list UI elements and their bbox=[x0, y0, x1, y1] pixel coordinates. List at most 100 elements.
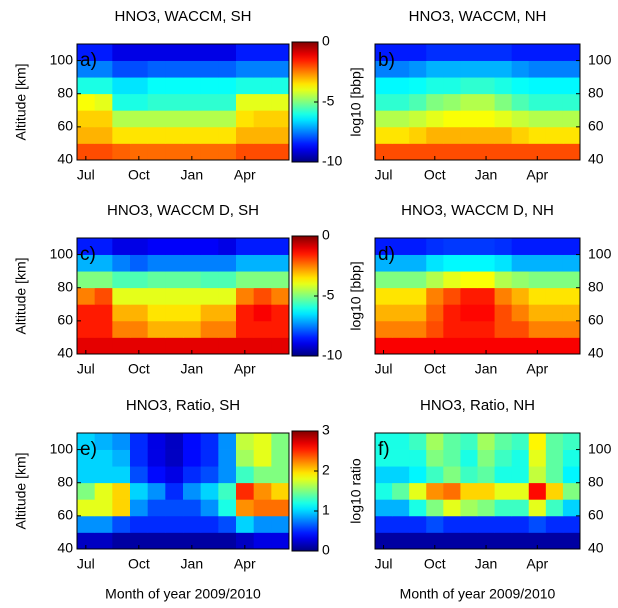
heat-cell bbox=[443, 271, 461, 289]
heat-cell bbox=[545, 532, 564, 550]
heat-cell bbox=[147, 532, 166, 550]
heat-cell bbox=[426, 433, 444, 450]
y-tick-label: 100 bbox=[588, 245, 612, 261]
heat-cell bbox=[130, 287, 149, 305]
heat-cell bbox=[545, 337, 564, 355]
heat-cell bbox=[477, 466, 495, 484]
heat-cell bbox=[409, 532, 427, 550]
heat-cell bbox=[271, 126, 290, 144]
heat-cell bbox=[477, 337, 495, 355]
heat-cell bbox=[562, 449, 581, 467]
y-tick-label: 80 bbox=[588, 473, 604, 489]
heat-cell bbox=[460, 44, 478, 61]
heat-cell bbox=[94, 287, 113, 305]
heat-cell bbox=[392, 532, 410, 550]
heat-cell bbox=[409, 110, 427, 128]
heat-cell bbox=[253, 287, 272, 305]
heat-cell bbox=[545, 77, 564, 95]
heat-cell bbox=[494, 93, 513, 111]
colorbar-label: log10 ratio bbox=[348, 458, 364, 524]
heat-cell bbox=[200, 44, 219, 61]
x-tick-label: Jan bbox=[181, 167, 204, 183]
heat-cell bbox=[494, 254, 513, 272]
heat-cell bbox=[236, 337, 255, 355]
heat-cell bbox=[130, 532, 149, 550]
heat-cell bbox=[147, 320, 166, 338]
heat-cell bbox=[562, 238, 581, 255]
heat-cell bbox=[409, 304, 427, 322]
heat-cell bbox=[112, 337, 131, 355]
heat-cell bbox=[218, 449, 237, 467]
heat-cell bbox=[147, 44, 166, 61]
heat-cell bbox=[147, 60, 166, 78]
heat-cell bbox=[375, 271, 393, 289]
y-tick-label: 100 bbox=[588, 51, 612, 67]
heat-cell bbox=[200, 433, 219, 450]
heat-cell bbox=[77, 126, 96, 144]
heat-cell bbox=[562, 482, 581, 500]
y-tick-label: 80 bbox=[57, 473, 73, 489]
heat-cell bbox=[511, 287, 530, 305]
heat-cell bbox=[392, 304, 410, 322]
heat-cell bbox=[494, 482, 513, 500]
heat-cell bbox=[183, 449, 202, 467]
heat-cell bbox=[511, 254, 530, 272]
heat-cell bbox=[147, 271, 166, 289]
y-tick-label: 100 bbox=[50, 245, 74, 261]
panel-label: c) bbox=[80, 244, 96, 265]
x-axis-label: Month of year 2009/2010 bbox=[105, 586, 261, 602]
heat-cell bbox=[130, 93, 149, 111]
heat-cell bbox=[477, 60, 495, 78]
heat-cell bbox=[165, 433, 184, 450]
heat-cell bbox=[443, 110, 461, 128]
heat-cell bbox=[77, 433, 96, 450]
y-tick-label: 40 bbox=[588, 151, 604, 167]
heat-cell bbox=[253, 93, 272, 111]
heat-cell bbox=[426, 254, 444, 272]
heat-cell bbox=[545, 254, 564, 272]
heat-cell bbox=[236, 482, 255, 500]
x-tick-label: Apr bbox=[234, 361, 256, 377]
y-tick-label: 60 bbox=[588, 507, 604, 523]
heat-cell bbox=[147, 238, 166, 255]
heat-cell bbox=[375, 287, 393, 305]
heat-cell bbox=[545, 466, 564, 484]
heat-cell bbox=[271, 515, 290, 533]
heat-cell bbox=[183, 60, 202, 78]
heat-cell bbox=[494, 532, 513, 550]
heat-cell bbox=[545, 271, 564, 289]
heat-cell bbox=[443, 304, 461, 322]
heat-cell bbox=[477, 77, 495, 95]
heat-cell bbox=[94, 515, 113, 533]
heat-cell bbox=[218, 532, 237, 550]
colorbar-tick-label: 0 bbox=[322, 542, 330, 558]
heat-cell bbox=[409, 449, 427, 467]
heat-cell bbox=[94, 126, 113, 144]
heat-cell bbox=[165, 532, 184, 550]
heat-cell bbox=[392, 449, 410, 467]
heat-cell bbox=[130, 320, 149, 338]
heat-cell bbox=[375, 126, 393, 144]
y-tick-label: 100 bbox=[50, 440, 74, 456]
heat-cell bbox=[218, 60, 237, 78]
heat-cell bbox=[112, 60, 131, 78]
heat-cell bbox=[165, 320, 184, 338]
x-tick-label: Jul bbox=[375, 167, 393, 183]
heat-cell bbox=[271, 337, 290, 355]
heat-cell bbox=[477, 143, 495, 161]
heat-cell bbox=[236, 60, 255, 78]
heat-cell bbox=[562, 337, 581, 355]
heat-cell bbox=[236, 532, 255, 550]
heat-cell bbox=[392, 433, 410, 450]
heat-cell bbox=[112, 77, 131, 95]
heat-cell bbox=[183, 110, 202, 128]
heat-cell bbox=[183, 254, 202, 272]
heat-cell bbox=[562, 271, 581, 289]
heat-cell bbox=[511, 466, 530, 484]
heat-cell bbox=[494, 304, 513, 322]
heat-cell bbox=[392, 77, 410, 95]
x-tick-label: Jul bbox=[375, 361, 393, 377]
y-tick-label: 100 bbox=[588, 440, 612, 456]
heat-cell bbox=[112, 433, 131, 450]
heat-cell bbox=[409, 320, 427, 338]
